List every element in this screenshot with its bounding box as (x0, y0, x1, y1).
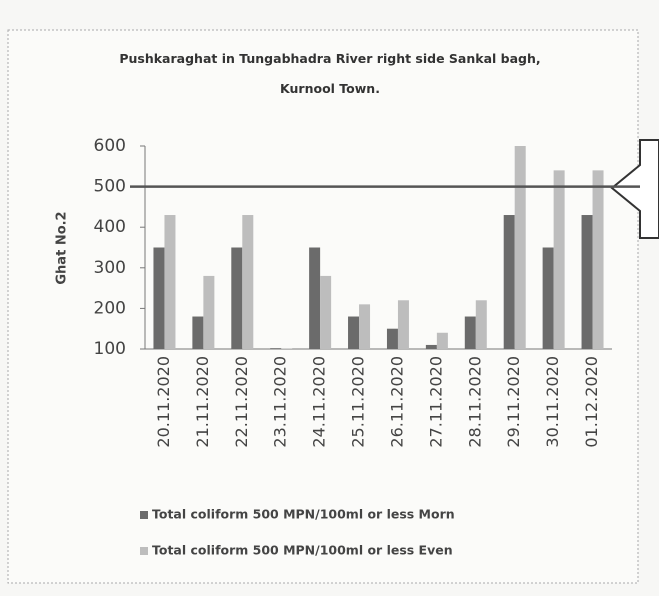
chart-title: Pushkaraghat in Tungabhadra River right … (119, 51, 541, 96)
legend-swatch (140, 547, 148, 555)
legend-swatch (140, 511, 148, 519)
x-tick-label: 27.11.2020 (426, 356, 445, 448)
bar (203, 275, 215, 349)
bar (309, 247, 321, 349)
bar (464, 316, 476, 349)
bar (553, 170, 565, 349)
bar (348, 316, 360, 349)
y-tick-label: 600 (94, 136, 126, 156)
x-tick-label: 30.11.2020 (543, 356, 562, 448)
bar (242, 215, 254, 349)
y-tick-label: 100 (94, 339, 126, 359)
x-tick-label: 21.11.2020 (193, 356, 212, 448)
y-tick-label: 500 (94, 177, 126, 197)
y-tick-label: 400 (94, 217, 126, 237)
bar (231, 247, 243, 349)
bar (386, 328, 398, 349)
bar (192, 316, 204, 349)
bar (270, 348, 282, 349)
bar (436, 332, 448, 349)
x-tick-label: 01.12.2020 (582, 356, 601, 448)
bar (475, 300, 487, 349)
x-tick-label: 28.11.2020 (465, 356, 484, 448)
bar (542, 247, 554, 349)
legend-label: Total coliform 500 MPN/100ml or less Eve… (152, 543, 453, 558)
x-tick-label: 20.11.2020 (154, 356, 173, 448)
x-tick-label: 25.11.2020 (349, 356, 368, 448)
bar (514, 146, 526, 349)
bar (397, 300, 409, 349)
y-tick-label: 200 (94, 298, 126, 318)
bar (164, 215, 176, 349)
bar (592, 170, 604, 349)
y-axis-label: Ghat No.2 (55, 211, 70, 284)
bar (503, 215, 515, 349)
x-tick-label: 26.11.2020 (387, 356, 406, 448)
x-tick-label: 23.11.2020 (271, 356, 290, 448)
bar (581, 215, 593, 349)
legend-label: Total coliform 500 MPN/100ml or less Mor… (152, 507, 455, 522)
arrow-shape (610, 139, 659, 239)
bar (320, 275, 332, 349)
x-tick-label: 22.11.2020 (232, 356, 251, 448)
x-tick-label: 24.11.2020 (310, 356, 329, 448)
x-tick-label: 29.11.2020 (504, 356, 523, 448)
bar (153, 247, 165, 349)
y-tick-label: 300 (94, 258, 126, 278)
bar (425, 344, 437, 349)
bar (359, 304, 371, 349)
